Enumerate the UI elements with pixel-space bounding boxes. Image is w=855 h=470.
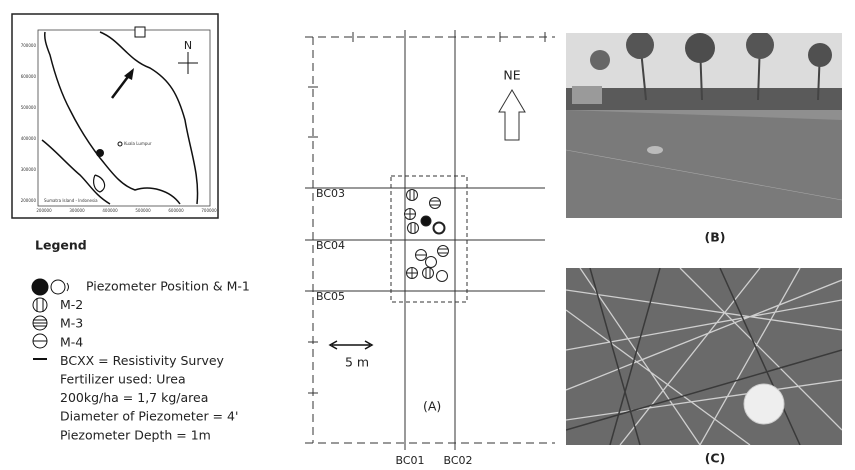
piezometers-part	[434, 223, 445, 234]
row-label: BC04	[316, 239, 345, 252]
piezometers-part	[421, 216, 431, 226]
legend-item: M-3	[60, 316, 83, 331]
map-x-tick: 600000	[168, 208, 184, 213]
legend-symbols-part	[32, 279, 48, 295]
photo-field-part	[626, 31, 654, 59]
photo-grass	[566, 268, 842, 445]
panel-c-label: (C)	[705, 451, 726, 466]
piezometers-part	[430, 198, 441, 209]
legend-item: M-4	[60, 334, 83, 349]
piezometers-part	[438, 246, 449, 257]
location-map-part	[96, 149, 104, 157]
legend-item: Fertilizer used: Urea	[60, 372, 186, 387]
photo-field-part	[572, 86, 602, 104]
map-x-tick: 500000	[135, 208, 151, 213]
map-y-tick: 700000	[21, 43, 37, 48]
photo-field-part	[647, 146, 663, 154]
map-y-tick: 200000	[21, 198, 37, 203]
north-label: N	[184, 39, 192, 52]
page-body: {"map": {"north": "N", "city": "Kuala Lu…	[0, 0, 855, 470]
panel-a-label: (A)	[423, 399, 441, 414]
legend-item: Piezometer Position & M-1	[86, 279, 250, 294]
panel-b-label: (B)	[705, 230, 726, 245]
photo-field	[566, 31, 842, 218]
piezometers-part	[426, 257, 437, 268]
column-label: BC01	[395, 454, 424, 467]
legend-item: M-2	[60, 297, 83, 312]
page: Site layout figure body { margin: 0; bac…	[0, 0, 855, 470]
photo-field-part	[590, 50, 610, 70]
legend-symbols-part	[51, 280, 65, 294]
map-y-tick: 300000	[21, 167, 37, 172]
legend-item: Diameter of Piezometer = 4'	[60, 409, 238, 424]
photo-field-part	[566, 88, 842, 110]
legend-item: BCXX = Resistivity Survey	[60, 353, 225, 368]
piezometers-part	[407, 190, 418, 201]
photo-field-part	[808, 43, 832, 67]
row-label: BC03	[316, 187, 345, 200]
piezometers-part	[423, 268, 434, 279]
legend-item: Piezometer Depth = 1m	[60, 427, 211, 442]
figure: N Kuala Lumpur Sumatra Island - Indonesi…	[0, 0, 855, 470]
map-x-tick: 300000	[69, 208, 85, 213]
row-label: BC05	[316, 290, 345, 303]
direction-label: NE	[503, 68, 520, 83]
photo-field-part	[685, 33, 715, 63]
photo-field-part	[746, 31, 774, 59]
scale-label: 5 m	[345, 355, 369, 370]
map-y-tick: 500000	[21, 105, 37, 110]
map-x-tick: 200000	[36, 208, 52, 213]
legend-symbols-part	[33, 298, 47, 312]
photo-grass-part	[744, 384, 784, 424]
location-map-part	[118, 142, 122, 146]
piezometers-part	[437, 271, 448, 282]
map-x-tick: 700000	[201, 208, 217, 213]
island-label: Sumatra Island - Indonesia	[44, 198, 98, 203]
photo-field-part	[566, 110, 842, 218]
map-y-tick: 600000	[21, 74, 37, 79]
legend-title: Legend	[35, 238, 87, 253]
column-label: BC02	[443, 454, 472, 467]
map-y-tick: 400000	[21, 136, 37, 141]
city-label: Kuala Lumpur	[124, 141, 152, 146]
legend-item: 200kg/ha = 1,7 kg/area	[60, 390, 208, 405]
piezometers-part	[408, 223, 419, 234]
location-map-part	[135, 27, 145, 37]
map-x-tick: 400000	[102, 208, 118, 213]
